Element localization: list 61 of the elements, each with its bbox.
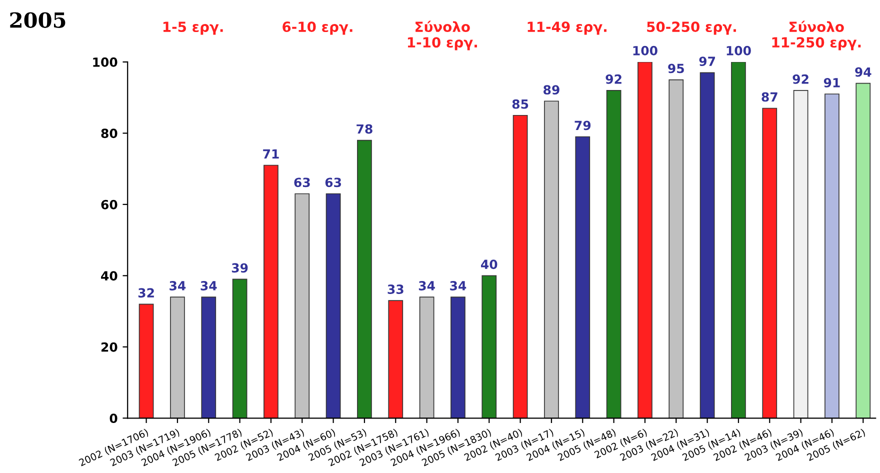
text: 50-250 εργ.	[647, 22, 736, 35]
bar	[357, 140, 372, 418]
bar	[544, 100, 559, 418]
bar	[638, 62, 652, 418]
bar	[294, 193, 310, 418]
bar	[232, 278, 248, 418]
data-label: 34	[450, 280, 466, 290]
bar	[450, 296, 466, 418]
data-label: 34	[200, 280, 217, 290]
bar	[326, 193, 341, 418]
bar	[138, 304, 154, 418]
data-label: 94	[855, 67, 872, 77]
bar	[388, 300, 404, 418]
bar	[668, 79, 684, 418]
data-label: 95	[668, 64, 684, 74]
data-label: 34	[418, 280, 435, 290]
data-label: 92	[792, 74, 808, 84]
data-label: 100	[633, 46, 658, 56]
y-tick-label: 80	[101, 128, 118, 138]
chart-title: 2005	[10, 12, 66, 28]
text: Σύνολο 11-250 εργ.	[772, 20, 861, 50]
text: Σύνολο 1-10 εργ.	[408, 20, 477, 50]
text: 6-10 εργ.	[282, 22, 352, 35]
data-label: 92	[606, 74, 622, 84]
bar	[264, 164, 278, 418]
data-label: 63	[294, 178, 310, 188]
bar	[575, 136, 590, 418]
bar	[482, 275, 497, 418]
data-label: 85	[512, 99, 528, 109]
text: 11-49 εργ.	[528, 22, 606, 35]
data-label: 63	[325, 178, 342, 188]
text: 1-5 εργ.	[163, 22, 223, 35]
bar	[762, 108, 778, 418]
bar	[419, 296, 434, 418]
data-label: 71	[263, 149, 279, 158]
bar	[170, 296, 185, 418]
bar	[793, 90, 808, 418]
data-label: 78	[356, 124, 372, 134]
y-tick-label: 0	[110, 414, 118, 424]
data-label: 79	[574, 120, 591, 130]
data-label: 89	[544, 85, 560, 95]
data-label: 87	[762, 92, 778, 102]
bar	[606, 90, 622, 418]
bar	[201, 296, 216, 418]
bar	[512, 114, 528, 418]
bar	[731, 62, 746, 418]
y-tick-label: 100	[93, 57, 118, 67]
data-label: 97	[699, 56, 716, 66]
data-label: 100	[726, 46, 751, 56]
y-tick-label: 20	[101, 342, 118, 352]
y-tick-label: 40	[101, 271, 118, 281]
bar	[700, 72, 715, 418]
bar	[856, 82, 871, 418]
data-label: 34	[170, 280, 186, 290]
data-label: 33	[388, 284, 404, 294]
y-tick-label: 60	[101, 200, 118, 210]
data-label: 32	[138, 288, 154, 298]
data-label: 40	[481, 260, 498, 270]
data-label: 39	[232, 263, 248, 273]
data-label: 91	[824, 78, 840, 88]
bar	[824, 94, 840, 418]
